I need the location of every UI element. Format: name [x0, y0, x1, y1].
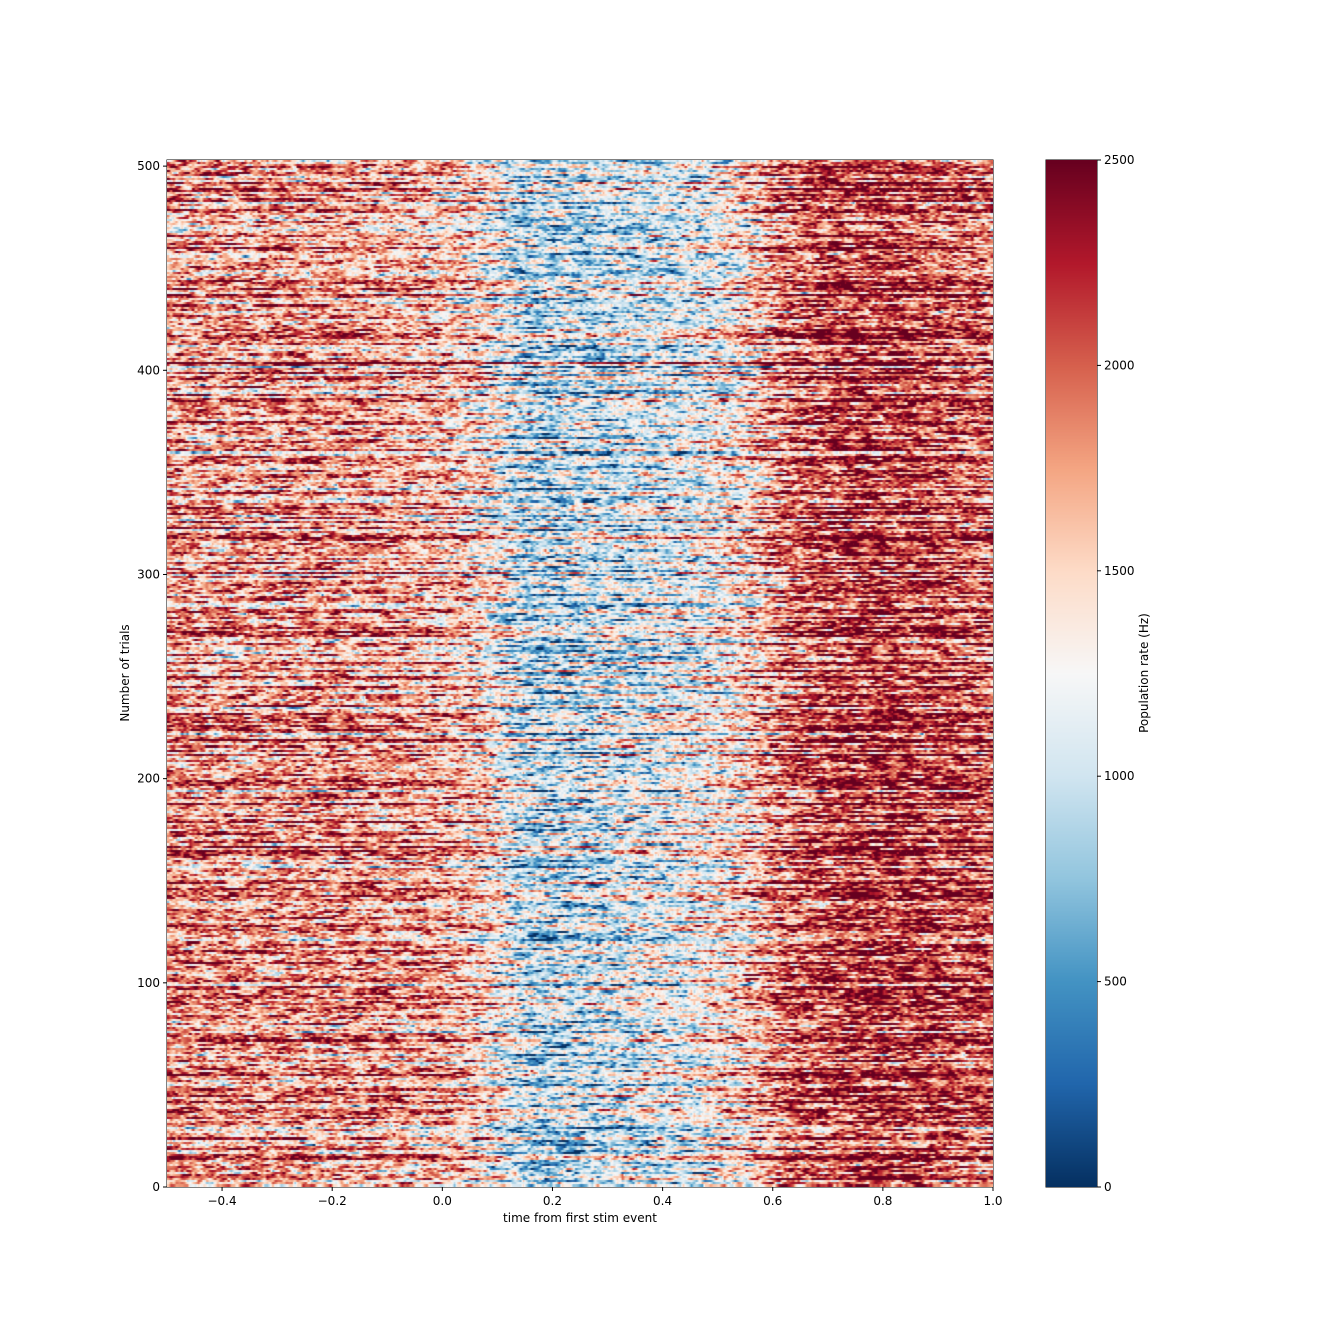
colorbar-ticks: 0 500 1000 1500 2000 2500: [1097, 153, 1135, 1194]
colorbar-label: Population rate (Hz): [1137, 613, 1151, 733]
y-tick-label: 500: [137, 159, 160, 173]
colorbar-tick-label: 2500: [1104, 153, 1135, 167]
y-tick-label: 0: [152, 1180, 160, 1194]
y-tick-label: 200: [137, 772, 160, 786]
x-tick-label: 0.6: [763, 1194, 782, 1208]
x-axis-ticks: −0.4 −0.2 0.0 0.2 0.4 0.6 0.8 1.0: [207, 1187, 1003, 1208]
colorbar-tick-label: 2000: [1104, 358, 1135, 372]
colorbar-gradient: [1046, 160, 1097, 1187]
y-tick-label: 400: [137, 363, 160, 377]
heatmap-image: [167, 160, 993, 1187]
colorbar-tick-label: 500: [1104, 975, 1127, 989]
y-axis-ticks: 0 100 200 300 400 500: [137, 159, 167, 1194]
y-axis-label: Number of trials: [118, 624, 132, 721]
x-tick-label: 1.0: [983, 1194, 1002, 1208]
x-tick-label: 0.0: [433, 1194, 452, 1208]
x-tick-label: 0.2: [543, 1194, 562, 1208]
colorbar-tick-label: 0: [1104, 1180, 1112, 1194]
x-tick-label: −0.2: [318, 1194, 347, 1208]
x-tick-label: 0.8: [873, 1194, 892, 1208]
y-tick-label: 100: [137, 976, 160, 990]
x-tick-label: 0.4: [653, 1194, 672, 1208]
x-axis-label: time from first stim event: [503, 1211, 657, 1225]
colorbar-tick-label: 1500: [1104, 564, 1135, 578]
x-tick-label: −0.4: [207, 1194, 236, 1208]
y-tick-label: 300: [137, 567, 160, 581]
colorbar-tick-label: 1000: [1104, 769, 1135, 783]
